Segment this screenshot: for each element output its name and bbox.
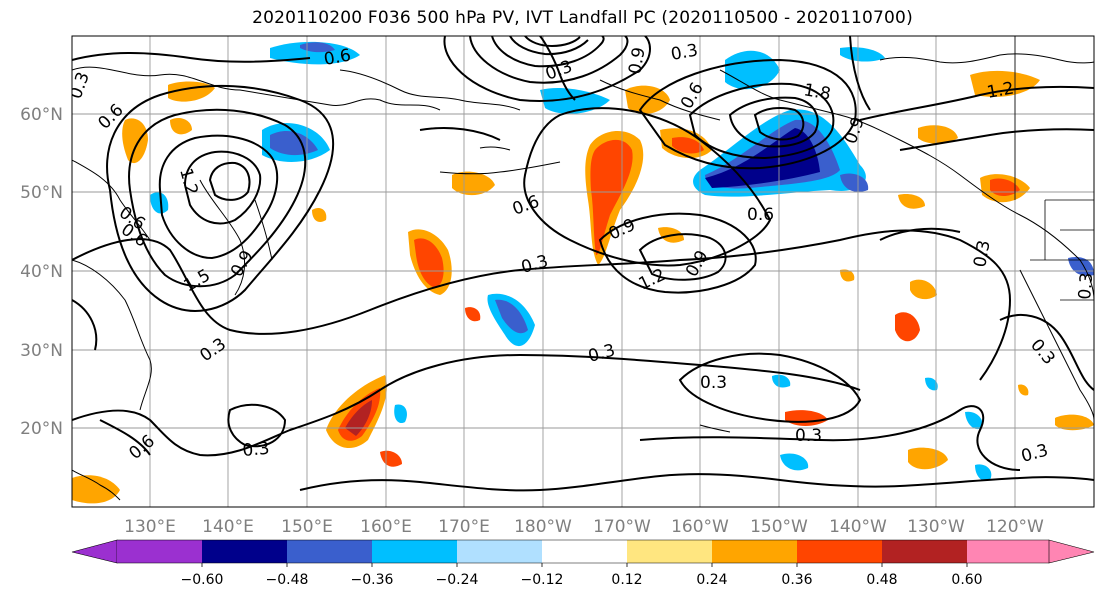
political-borders [1014,36,1094,301]
positive-anomaly-patch [910,279,937,300]
negative-anomaly-patch [495,299,528,334]
lat-label: 50°N [20,183,63,203]
positive-anomaly-patch [414,238,444,288]
contour-label: 0.9 [625,46,649,76]
lon-label: 170°E [438,517,490,537]
colorbar-segment [372,540,457,563]
positive-anomaly-patch [895,312,920,342]
lon-label: 170°W [593,517,651,537]
latitude-labels: 60°N 50°N 40°N 30°N 20°N [20,105,63,439]
pv-contours [72,36,1094,492]
map-area [72,36,1094,507]
colorbar-extend-high [1048,539,1095,564]
contour-label: 0.3 [700,373,727,393]
positive-anomaly-patch [672,137,704,154]
contour-label: 0.3 [242,439,271,461]
positive-anomaly-patch [72,475,120,504]
positive-anomaly-patch [122,118,148,164]
negative-anomaly-patch [925,377,938,391]
lon-label: 130°E [124,517,176,537]
lon-label: 160°W [671,517,729,537]
positive-anomaly-patch [345,400,372,436]
colorbar-segment [202,540,287,563]
colorbar-segment [882,540,967,563]
positive-anomaly-patch [898,194,925,209]
lon-label: 150°W [750,517,808,537]
colorbar: −0.60 −0.48 −0.36 −0.24 −0.12 0.12 0.24 … [71,539,1095,588]
longitude-labels: 130°E 140°E 150°E 160°E 170°E 180°W 170°… [124,517,1044,537]
graticule [72,36,1094,507]
positive-anomaly-patch [1055,414,1094,431]
positive-anomaly-patch [918,125,958,144]
colorbar-tick-label: −0.24 [436,572,479,588]
contour-label: 1.2 [985,79,1015,103]
lat-label: 30°N [20,341,63,361]
negative-anomaly-patch [394,404,407,424]
contour-label: 0.3 [795,426,822,446]
negative-anomaly-patch [772,374,791,388]
contour-label: 0.6 [747,205,774,225]
lat-label: 60°N [20,105,63,125]
colorbar-segment [627,540,712,563]
lon-label: 140°E [202,517,254,537]
lon-label: 120°W [986,517,1044,537]
colorbar-tick-label: 0.24 [696,572,727,588]
colorbar-extend-low [71,539,118,564]
colorbar-tick-label: 0.12 [611,572,642,588]
negative-anomaly-patch [965,411,983,430]
negative-anomaly-patch [840,173,869,192]
lon-label: 160°E [360,517,412,537]
positive-anomaly-patch [465,307,481,322]
map-title: 2020110200 F036 500 hPa PV, IVT Landfall… [252,8,913,28]
positive-anomaly-patch [970,70,1040,97]
contour-label: 0.3 [669,41,699,65]
colorbar-tick-label: 0.36 [781,572,812,588]
colorbar-segment [712,540,797,563]
lat-label: 20°N [20,419,63,439]
colorbar-tick-label: −0.36 [351,572,394,588]
coastlines [72,53,1094,501]
positive-anomaly-patch [312,208,327,222]
contour-label: 1.8 [802,80,832,104]
lon-label: 140°W [829,517,887,537]
colorbar-segment [457,540,542,563]
colorbar-tick-label: −0.12 [521,572,564,588]
pc-shading [72,41,1094,504]
colorbar-segment [797,540,882,563]
negative-anomaly-patch [300,42,335,53]
colorbar-segment [117,540,202,563]
colorbar-tick-label: 0.60 [951,572,982,588]
lon-label: 180°W [514,517,572,537]
negative-anomaly-patch [270,130,318,156]
colorbar-segment [967,540,1049,563]
positive-anomaly-patch [1018,384,1029,396]
contour-label: 0.3 [970,239,994,269]
lon-label: 130°W [907,517,965,537]
lon-label: 150°E [281,517,333,537]
positive-anomaly-patch [380,450,402,467]
lat-label: 40°N [20,262,63,282]
contour-label: 0.3 [1075,272,1097,301]
colorbar-segment [542,540,627,563]
colorbar-segment [287,540,372,563]
negative-anomaly-patch [975,464,992,482]
map-frame [71,35,1095,508]
colorbar-tick-label: 0.48 [866,572,897,588]
colorbar-tick-label: −0.48 [266,572,309,588]
positive-anomaly-patch [840,269,855,282]
negative-anomaly-patch [150,192,169,214]
contour-label: 0.6 [322,46,352,70]
negative-anomaly-patch [780,453,809,471]
positive-anomaly-patch [170,118,192,135]
positive-anomaly-patch [452,171,495,196]
positive-anomaly-patch [908,447,948,470]
colorbar-tick-label: −0.60 [181,572,224,588]
